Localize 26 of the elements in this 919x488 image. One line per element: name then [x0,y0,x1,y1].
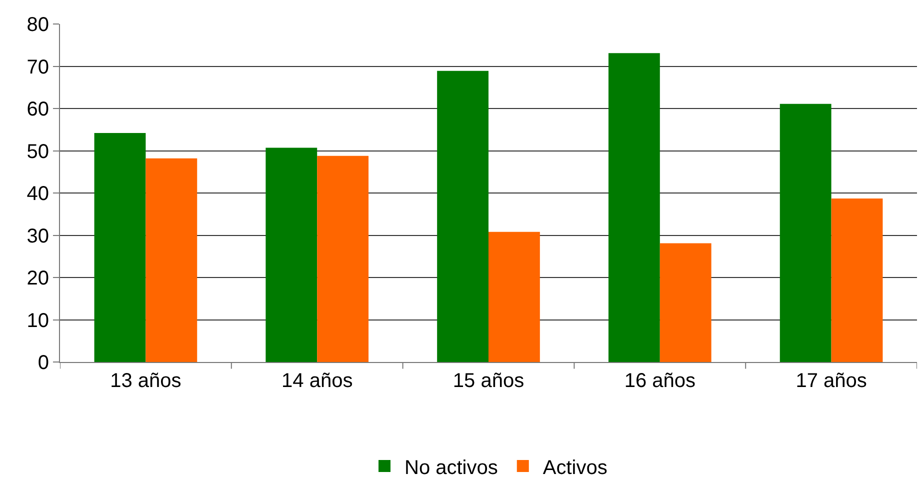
y-tick-label: 20 [26,268,49,290]
y-tick-label: 0 [38,352,49,374]
x-tick-label: 14 años [282,370,353,392]
x-tick-label: 16 años [624,370,696,392]
bar [94,133,146,362]
y-tick-label: 70 [26,56,49,78]
y-tick-label: 50 [26,140,49,163]
legend-label: No activos [404,456,498,479]
bar [146,158,198,362]
y-tick-label: 60 [26,98,49,120]
y-tick-label: 10 [26,310,49,332]
x-tick-label: 17 años [796,370,867,392]
x-tick-label: 13 años [110,370,182,392]
y-tick-label: 40 [26,183,49,205]
bar [437,70,488,362]
y-tick-label: 80 [26,14,49,36]
x-tick-label: 15 años [452,370,524,392]
bar [317,156,369,362]
bar [831,198,883,362]
bar [266,148,318,362]
bar [660,243,712,362]
bar [488,232,540,362]
bar [608,53,660,362]
legend-label: Activos [542,456,608,479]
y-tick-label: 30 [26,225,49,248]
bar [780,104,832,362]
